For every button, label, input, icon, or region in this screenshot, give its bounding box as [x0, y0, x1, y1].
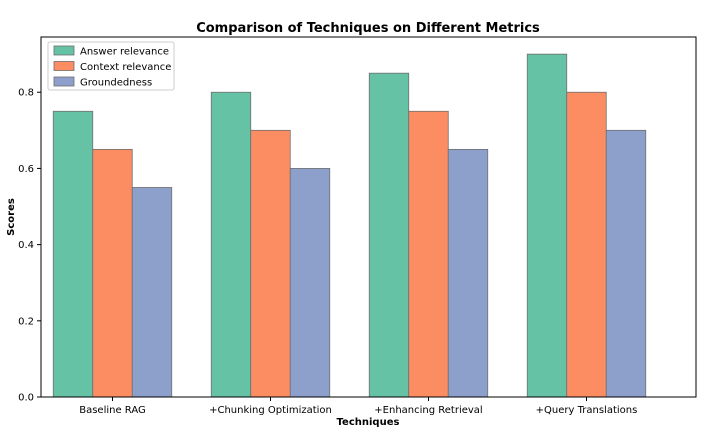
bar [289, 168, 331, 398]
x-tick-label: Baseline RAG [79, 405, 146, 416]
bar [92, 148, 133, 398]
bar [250, 129, 291, 398]
chart-title: Comparison of Techniques on Different Me… [196, 21, 540, 36]
bar [52, 110, 94, 398]
bar [526, 53, 568, 398]
y-axis: 0.0 0.2 0.4 0.6 0.8 [18, 88, 41, 404]
legend-label: Context relevance [80, 62, 171, 73]
bar [368, 72, 410, 398]
y-tick-label: 0.2 [18, 316, 34, 327]
legend-box [47, 41, 175, 91]
bar [447, 148, 489, 398]
plot-frame [40, 36, 697, 398]
x-axis: Baseline RAG +Chunking Optimization +Enhan… [79, 397, 637, 416]
y-tick-label: 0.6 [18, 164, 34, 175]
legend-swatch [53, 61, 75, 71]
x-tick-label: +Chunking Optimization [209, 405, 332, 416]
bars-layer [52, 53, 647, 398]
bar [605, 129, 647, 398]
x-axis-label: Techniques [337, 417, 400, 428]
legend-swatch [53, 45, 75, 56]
x-tick-label: +Query Translations [536, 405, 638, 416]
y-tick-label: 0.0 [18, 393, 34, 404]
y-axis-label: Scores [6, 198, 17, 236]
bar [210, 91, 252, 398]
legend-swatch [53, 76, 75, 87]
legend-label: Groundedness [80, 78, 152, 89]
x-tick-label: +Enhancing Retrieval [374, 405, 482, 416]
legend: Answer relevance Context relevance Grounde… [47, 41, 175, 91]
bar [566, 91, 607, 398]
legend-label: Answer relevance [80, 47, 169, 58]
y-tick-label: 0.4 [18, 240, 34, 251]
y-tick-label: 0.8 [18, 88, 34, 99]
bar [408, 110, 449, 398]
bar [131, 187, 173, 398]
